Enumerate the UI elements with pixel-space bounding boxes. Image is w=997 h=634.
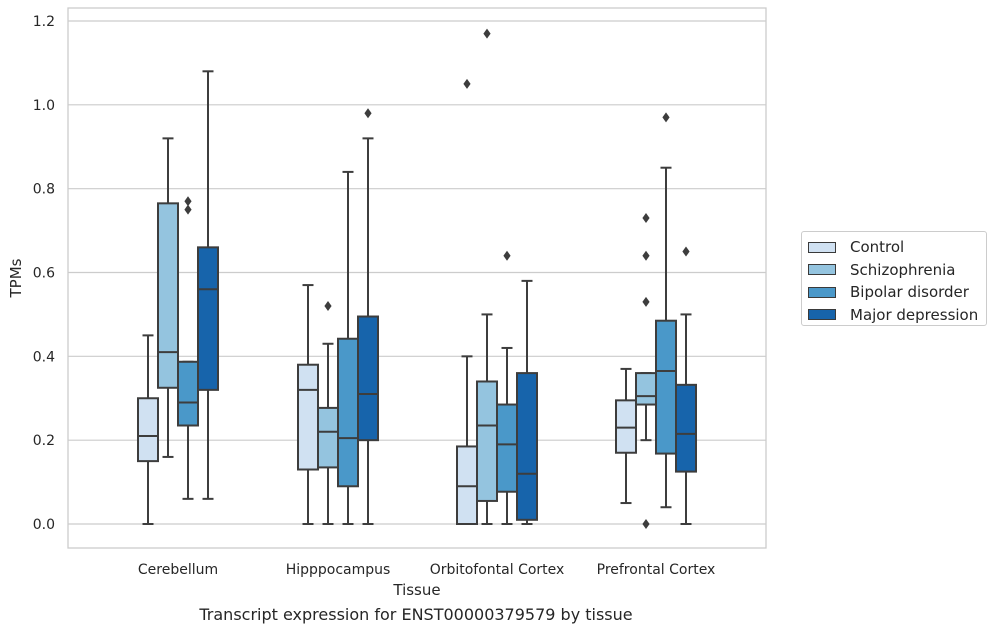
- y-tick-label: 0.4: [33, 349, 55, 365]
- box-iqr: [337, 337, 359, 488]
- box-iqr: [476, 380, 498, 502]
- box-schizophrenia: [317, 301, 339, 525]
- box-iqr: [615, 399, 637, 454]
- box-iqr: [317, 406, 339, 469]
- y-tick-label: 0.6: [33, 266, 55, 282]
- box-major-depression: [516, 279, 538, 525]
- box-major-depression: [675, 246, 697, 525]
- x-axis-ticks: Cerebellum Hipppocampus Orbitofontal Corte…: [138, 562, 715, 578]
- box-bipolar-disorder: [496, 250, 518, 525]
- y-tick-label: 0.8: [33, 182, 55, 198]
- outlier-marker: [184, 204, 192, 215]
- box-iqr: [157, 202, 179, 389]
- legend-item: Major depression: [808, 304, 986, 327]
- y-tick-label: 1.2: [33, 14, 55, 30]
- legend-swatch: [808, 264, 836, 276]
- box-iqr: [456, 445, 478, 525]
- legend-label: Schizophrenia: [850, 260, 956, 279]
- x-tick-label: Cerebellum: [138, 562, 218, 578]
- legend-label: Control: [850, 238, 905, 257]
- y-axis-title: TPMs: [7, 258, 25, 298]
- outlier-marker: [662, 112, 670, 123]
- box-iqr: [357, 315, 379, 442]
- outlier-marker: [642, 296, 650, 307]
- x-tick-label: Prefrontal Cortex: [597, 562, 716, 578]
- legend: Control Schizophrenia Bipolar disorder Majo…: [801, 231, 987, 326]
- y-tick-label: 0.0: [33, 517, 55, 533]
- box-iqr: [675, 383, 697, 473]
- outlier-marker: [184, 196, 192, 207]
- boxes: [137, 28, 697, 529]
- box-iqr: [177, 360, 199, 427]
- box-control: [137, 334, 159, 525]
- legend-swatch: [808, 309, 836, 321]
- outlier-marker: [682, 246, 690, 257]
- x-tick-label: Hipppocampus: [286, 562, 391, 578]
- outlier-marker: [483, 28, 491, 39]
- legend-label: Bipolar disorder: [850, 283, 969, 302]
- legend-label: Major depression: [850, 305, 979, 324]
- x-axis-title: Tissue: [392, 581, 440, 599]
- outlier-marker: [642, 213, 650, 224]
- box-bipolar-disorder: [177, 196, 199, 500]
- outlier-marker: [642, 519, 650, 529]
- box-major-depression: [357, 108, 379, 525]
- gridlines: [68, 20, 766, 525]
- legend-item: Bipolar disorder: [808, 281, 986, 304]
- box-iqr: [197, 246, 219, 391]
- outlier-marker: [642, 250, 650, 261]
- plot-area-frame: [67, 7, 767, 549]
- box-control: [297, 284, 319, 525]
- box-schizophrenia: [635, 213, 657, 529]
- box-major-depression: [197, 70, 219, 500]
- outlier-marker: [324, 301, 332, 312]
- outlier-marker: [364, 108, 372, 119]
- box-iqr: [496, 403, 518, 493]
- legend-swatch: [808, 286, 836, 298]
- outlier-marker: [503, 250, 511, 261]
- y-tick-label: 1.0: [33, 98, 55, 114]
- figure-caption: Transcript expression for ENST0000037957…: [199, 605, 633, 624]
- box-control: [456, 78, 478, 525]
- y-axis-ticks: 0.0 0.2 0.4 0.6 0.8 1.0 1.2: [33, 14, 55, 533]
- box-iqr: [635, 372, 657, 406]
- outlier-marker: [463, 78, 471, 89]
- y-tick-label: 0.2: [33, 433, 55, 449]
- legend-item: Schizophrenia: [808, 259, 986, 282]
- box-iqr: [516, 372, 538, 521]
- legend-item: Control: [808, 236, 986, 259]
- box-iqr: [655, 319, 677, 455]
- box-iqr: [297, 363, 319, 471]
- box-iqr: [137, 397, 159, 463]
- box-control: [615, 367, 637, 505]
- legend-swatch: [808, 241, 836, 253]
- box-schizophrenia: [476, 28, 498, 525]
- box-bipolar-disorder: [337, 170, 359, 525]
- box-schizophrenia: [157, 137, 179, 458]
- box-bipolar-disorder: [655, 112, 677, 509]
- x-tick-label: Orbitofontal Cortex: [430, 562, 565, 578]
